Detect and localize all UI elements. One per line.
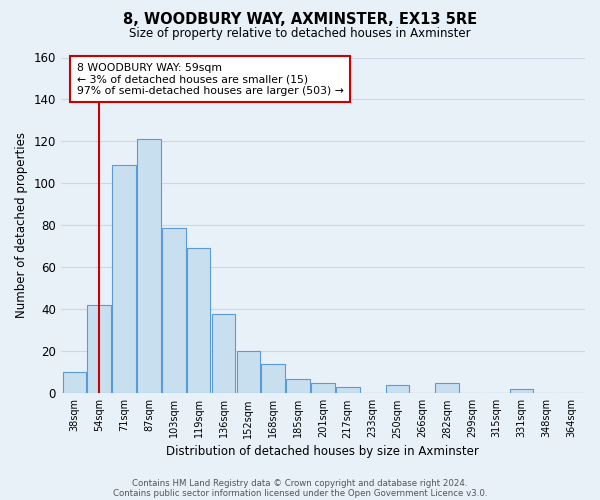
Bar bbox=[162, 228, 185, 394]
Bar bbox=[510, 389, 533, 394]
Bar bbox=[436, 383, 459, 394]
Bar bbox=[112, 164, 136, 394]
Text: 8 WOODBURY WAY: 59sqm
← 3% of detached houses are smaller (15)
97% of semi-detac: 8 WOODBURY WAY: 59sqm ← 3% of detached h… bbox=[77, 62, 343, 96]
Bar bbox=[187, 248, 211, 394]
Bar bbox=[236, 352, 260, 394]
X-axis label: Distribution of detached houses by size in Axminster: Distribution of detached houses by size … bbox=[166, 444, 479, 458]
Bar bbox=[62, 372, 86, 394]
Bar bbox=[262, 364, 285, 394]
Text: Contains HM Land Registry data © Crown copyright and database right 2024.: Contains HM Land Registry data © Crown c… bbox=[132, 478, 468, 488]
Bar bbox=[311, 383, 335, 394]
Text: 8, WOODBURY WAY, AXMINSTER, EX13 5RE: 8, WOODBURY WAY, AXMINSTER, EX13 5RE bbox=[123, 12, 477, 28]
Bar bbox=[336, 387, 359, 394]
Y-axis label: Number of detached properties: Number of detached properties bbox=[15, 132, 28, 318]
Bar bbox=[286, 378, 310, 394]
Bar bbox=[212, 314, 235, 394]
Text: Size of property relative to detached houses in Axminster: Size of property relative to detached ho… bbox=[129, 28, 471, 40]
Bar bbox=[137, 140, 161, 394]
Text: Contains public sector information licensed under the Open Government Licence v3: Contains public sector information licen… bbox=[113, 488, 487, 498]
Bar bbox=[386, 385, 409, 394]
Bar bbox=[88, 305, 111, 394]
